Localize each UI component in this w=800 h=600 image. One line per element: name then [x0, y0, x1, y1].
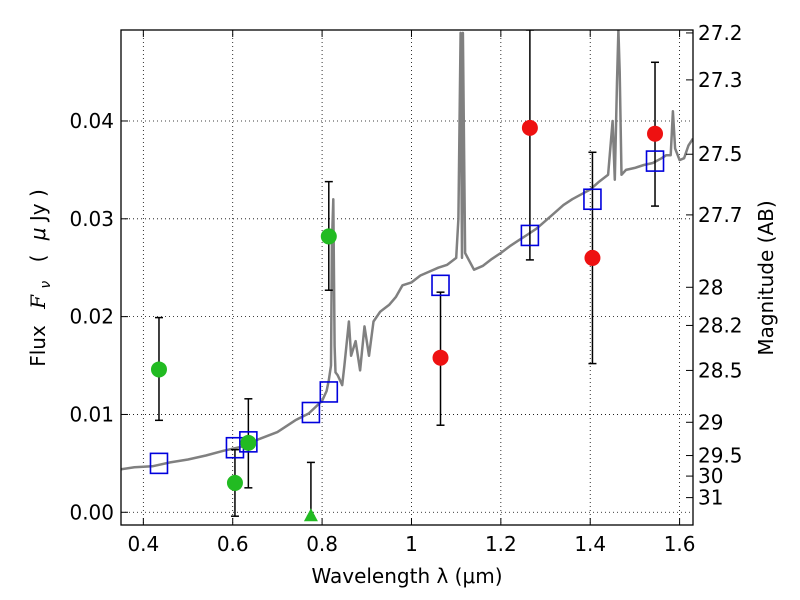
- observed-point-circle: [647, 125, 664, 142]
- y-axis-title-subscript: ν: [38, 281, 54, 289]
- model-point-square: [149, 452, 169, 475]
- model-point-square: [645, 150, 665, 172]
- x-tick-label: 0.6: [217, 532, 249, 556]
- right-tick-label: 28.5: [698, 358, 743, 382]
- right-tick-label: 27.5: [698, 142, 743, 166]
- right-tick-label: 29.5: [698, 444, 743, 468]
- observed-point-circle: [432, 349, 449, 366]
- x-tick-label: 0.8: [306, 532, 338, 556]
- y-axis-title-units-rest: Jy ): [26, 189, 50, 223]
- y-tick-label: 0.00: [69, 500, 114, 524]
- right-tick-label: 29: [698, 410, 723, 434]
- x-tick-label: 1.4: [574, 532, 606, 556]
- spectrum-line: [121, 30, 693, 471]
- x-axis-title: Wavelength λ (μm): [311, 564, 502, 588]
- x-tick-label: 1.6: [664, 532, 696, 556]
- model-point-square: [520, 224, 540, 247]
- observed-point-circle: [320, 228, 337, 245]
- model-points: [149, 150, 665, 475]
- right-tick-label: 27.3: [698, 68, 743, 92]
- right-axis-title: Magnitude (AB): [754, 200, 778, 355]
- plot-area: [121, 30, 693, 525]
- model-point-square: [301, 401, 321, 424]
- right-tick-label: 28.2: [698, 313, 743, 337]
- y-ticks: 0.00 0.01 0.02 0.03 0.04: [69, 109, 128, 524]
- x-ticks: 0.4 0.6 0.8 1 1.2 1.4 1.6: [127, 30, 696, 556]
- y-axis-title-prefix: Flux: [26, 325, 50, 367]
- grid-lines: [121, 30, 693, 525]
- y-axis-title-units-open: (: [26, 255, 50, 263]
- plot-frame: [120, 29, 694, 526]
- right-tick-label: 31: [698, 486, 723, 510]
- right-tick-label: 28: [698, 275, 723, 299]
- y-axis-title-symbol: F: [26, 294, 50, 310]
- observed-point-circle: [150, 361, 167, 378]
- y-tick-label: 0.01: [69, 402, 114, 426]
- x-tick-label: 1.2: [485, 532, 517, 556]
- y-axis-title: Flux F ν ( μ Jy ): [26, 189, 55, 367]
- observed-point-circle: [584, 249, 601, 266]
- spectrum-series: [121, 30, 693, 471]
- model-point-square: [583, 188, 602, 211]
- right-tick-label: 27.7: [698, 203, 743, 227]
- observed-point-triangle: [303, 508, 318, 522]
- x-tick-label: 0.4: [127, 532, 159, 556]
- y-tick-label: 0.02: [69, 305, 114, 329]
- right-tick-label: 27.2: [698, 21, 743, 45]
- model-point-square: [431, 274, 450, 297]
- observed-point-circle: [521, 119, 538, 136]
- model-point-square: [239, 431, 258, 453]
- observed-points: [150, 119, 664, 522]
- x-tick-label: 1: [405, 532, 418, 556]
- observed-point-circle: [240, 434, 257, 451]
- y-tick-label: 0.04: [69, 109, 114, 133]
- model-point-square: [319, 381, 339, 403]
- y-axis-title-units-mu: μ: [26, 227, 50, 241]
- right-tick-label: 30: [698, 464, 723, 488]
- observed-point-circle: [226, 474, 243, 491]
- y-tick-label: 0.03: [69, 207, 114, 231]
